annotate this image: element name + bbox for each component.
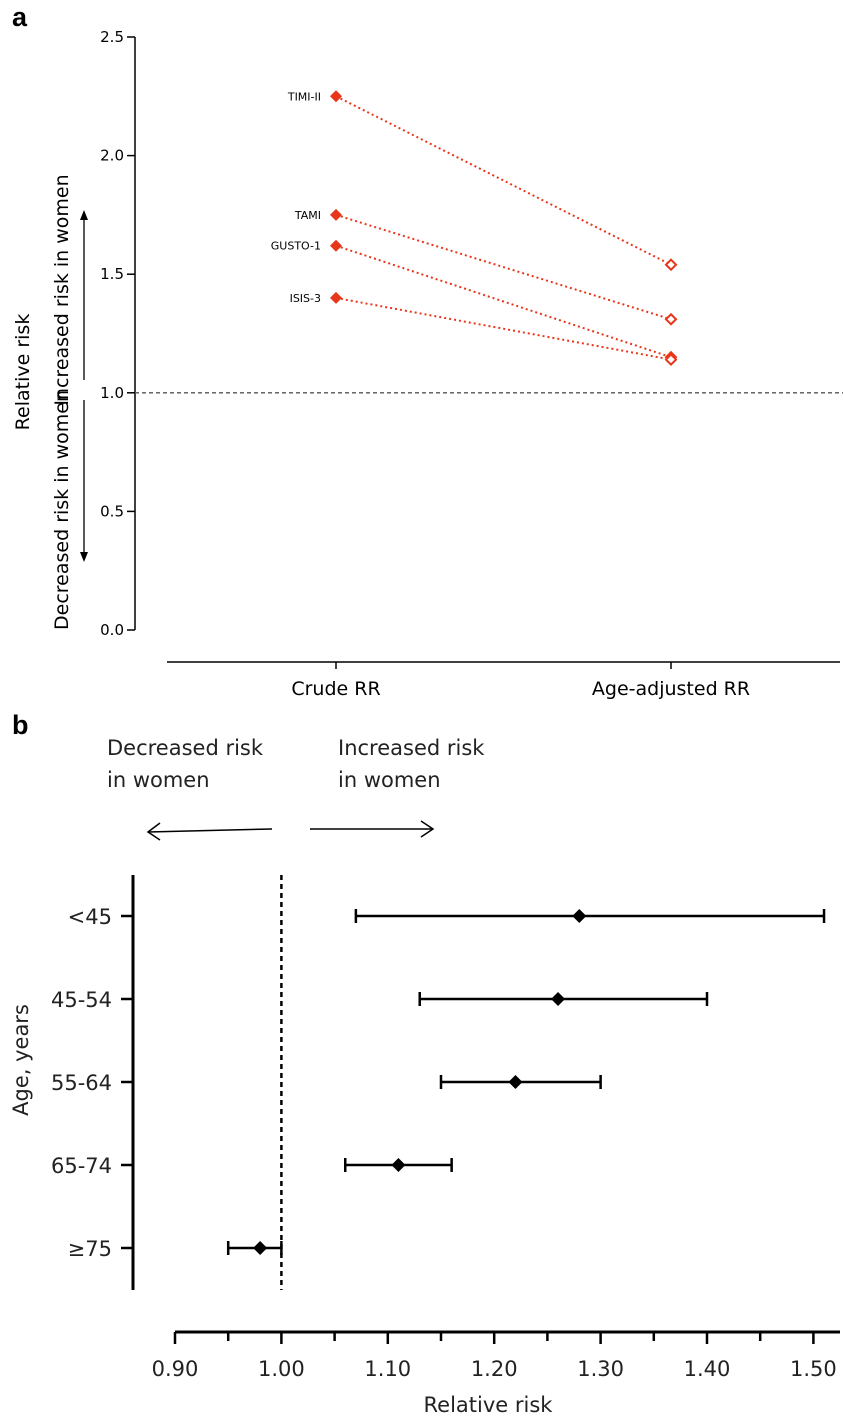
estimate-point (508, 1075, 523, 1089)
age-group-label: 45-54 (51, 988, 112, 1012)
estimate-point (572, 909, 587, 923)
panel-b-right-arrow (310, 820, 435, 838)
panel-b-direction-left-line2: in women (107, 768, 210, 792)
panel-b-x-tick-label: 1.50 (790, 1357, 837, 1381)
panel-b-direction-left-line1: Decreased risk (107, 736, 264, 760)
panel-a-category-label: Crude RR (291, 678, 380, 700)
estimate-point (551, 992, 566, 1006)
panel-b-x-tick-label: 1.00 (258, 1357, 305, 1381)
study-label: TAMI (294, 209, 321, 222)
panel-a-y-ticks: 0.0 0.5 1.0 1.5 2.0 2.5 (100, 28, 135, 639)
age-group-label: 65-74 (51, 1154, 112, 1178)
age-adjusted-rr-point (664, 258, 678, 272)
panel-b-x-tick-label: 1.40 (684, 1357, 731, 1381)
panel-b-x-ticks: 0.90 1.00 1.10 1.20 1.30 1.40 1.50 (152, 1332, 837, 1381)
panel-a: a 0.0 0.5 1.0 1.5 2.0 2.5 Crude RR Age-adjust… (12, 2, 843, 700)
panel-b-letter: b (12, 710, 29, 740)
panel-a-letter: a (12, 2, 28, 32)
age-adjusted-rr-point (664, 312, 678, 326)
panel-b-x-axis-title: Relative risk (424, 1393, 554, 1416)
panel-b-direction-right-line1: Increased risk (338, 736, 485, 760)
panel-b-rows: <45 45-54 55-64 65-74 ≥75 (51, 905, 826, 1261)
panel-b-x-tick-label: 0.90 (152, 1357, 199, 1381)
panel-a-series: TIMI-II TAMI GUSTO-1 ISIS-3 (271, 90, 678, 367)
age-group-label: ≥75 (68, 1237, 112, 1261)
panel-b-direction-right-line2: in women (338, 768, 441, 792)
panel-a-category-label: Age-adjusted RR (592, 678, 750, 700)
panel-b-x-tick-label: 1.30 (577, 1357, 624, 1381)
estimate-point (391, 1158, 406, 1172)
trend-line (335, 213, 672, 321)
age-adjusted-rr-point (664, 353, 678, 367)
panel-b-y-axis-title: Age, years (9, 1004, 33, 1116)
trend-line (335, 296, 672, 361)
study-label: ISIS-3 (290, 292, 321, 305)
age-group-label: 55-64 (51, 1071, 112, 1095)
panel-a-y-axis-title: Relative risk (12, 314, 34, 431)
crude-rr-point (330, 239, 342, 252)
panel-a-y-tick-label: 1.5 (100, 265, 124, 283)
crude-rr-point (330, 291, 342, 304)
crude-rr-point (330, 90, 342, 103)
panel-a-y-tick-label: 2.0 (100, 147, 124, 165)
panel-a-y-tick-label: 2.5 (100, 28, 124, 46)
crude-rr-point (330, 208, 342, 221)
estimate-point (253, 1241, 268, 1255)
panel-b-left-arrow (146, 822, 273, 841)
panel-b: b Decreased risk in women Increased risk… (9, 710, 840, 1416)
study-label: TIMI-II (287, 90, 321, 103)
trend-line (335, 244, 672, 359)
panel-b-x-tick-label: 1.10 (364, 1357, 411, 1381)
trend-line (335, 95, 672, 266)
panel-a-direction-down-label: Decreased risk in women (51, 390, 73, 630)
panel-a-direction-up-label: Increased risk in women (51, 174, 73, 405)
panel-a-y-tick-label: 0.5 (100, 502, 124, 520)
study-label: GUSTO-1 (271, 240, 321, 253)
panel-a-y-tick-label: 1.0 (100, 384, 124, 402)
panel-b-x-tick-label: 1.20 (471, 1357, 518, 1381)
age-group-label: <45 (68, 905, 112, 929)
panel-a-y-tick-label: 0.0 (100, 621, 124, 639)
